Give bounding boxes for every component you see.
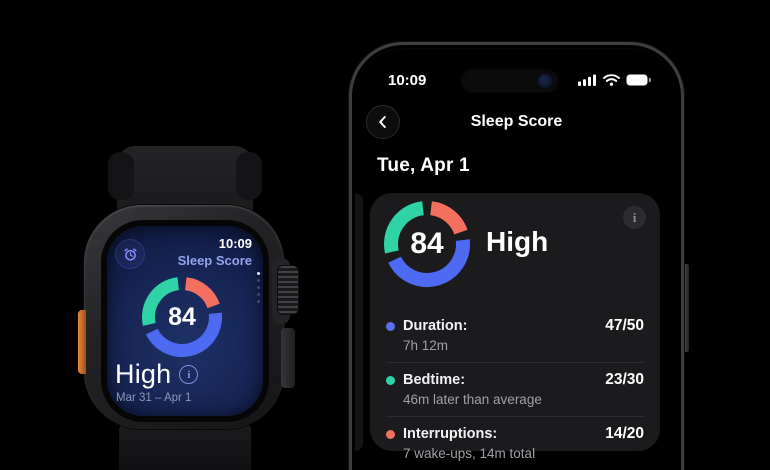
metric-value: 14/20 (605, 425, 644, 442)
battery-icon (626, 74, 651, 86)
scroll-indicator (257, 272, 260, 303)
watch-rating-label: High (115, 359, 172, 389)
watch-digital-crown (278, 266, 298, 314)
page-title: Sleep Score (470, 113, 563, 130)
metric-row-bedtime: Bedtime: 23/30 46m later than average (386, 362, 644, 416)
alarm-button[interactable] (115, 239, 145, 269)
watch-app-title: Sleep Score (177, 253, 252, 268)
date-heading: Tue, Apr 1 (377, 155, 470, 176)
metric-detail: 46m later than average (403, 392, 542, 407)
score-card[interactable]: 84 High i Duration: 47/50 7h 12m Bedtime… (370, 193, 660, 461)
info-icon[interactable]: i (179, 365, 199, 384)
watch-screen: 10:09 Sleep Score 84 High i Mar 31 – Apr… (107, 226, 263, 416)
metric-label: Duration: (403, 318, 468, 334)
nav-bar: Sleep Score (352, 103, 681, 143)
watch-status-time: 10:09 (218, 236, 252, 251)
metric-label: Interruptions: (403, 426, 498, 442)
duration-dot (386, 321, 395, 331)
camera-dot (538, 74, 552, 88)
watch-action-button (78, 310, 86, 374)
info-button[interactable]: i (623, 206, 646, 229)
wifi-icon (603, 74, 620, 86)
phone-device: 10:09 (349, 42, 684, 470)
metric-label: Bedtime: (403, 372, 466, 388)
metrics-list: Duration: 47/50 7h 12m Bedtime: 23/30 46… (386, 309, 644, 470)
score-value: 84 (410, 227, 444, 260)
watch-score-value: 84 (168, 303, 196, 331)
bedtime-dot (386, 375, 395, 385)
metric-row-interruptions: Interruptions: 14/20 7 wake-ups, 14m tot… (386, 416, 644, 470)
back-button[interactable] (366, 105, 400, 139)
status-time: 10:09 (388, 72, 427, 89)
score-ring (384, 201, 470, 287)
rating-label: High (486, 226, 549, 257)
metric-detail: 7 wake-ups, 14m total (403, 446, 536, 461)
metric-value: 23/30 (605, 371, 644, 388)
metric-row-duration: Duration: 47/50 7h 12m (386, 309, 644, 362)
chevron-left-icon (379, 116, 386, 128)
metric-value: 47/50 (605, 317, 644, 334)
interruptions-dot (386, 429, 395, 439)
metric-detail: 7h 12m (403, 338, 449, 353)
status-icons (578, 74, 651, 86)
alarm-clock-icon (123, 247, 137, 261)
watch-band-bottom (119, 424, 251, 470)
dynamic-island (461, 69, 559, 93)
watch-score-ring (142, 277, 222, 357)
cellular-signal-icon (578, 74, 596, 86)
phone-side-button (684, 264, 689, 352)
previous-card-edge[interactable] (355, 193, 363, 451)
watch-side-button (281, 328, 295, 388)
watch-date-range: Mar 31 – Apr 1 (116, 392, 192, 404)
